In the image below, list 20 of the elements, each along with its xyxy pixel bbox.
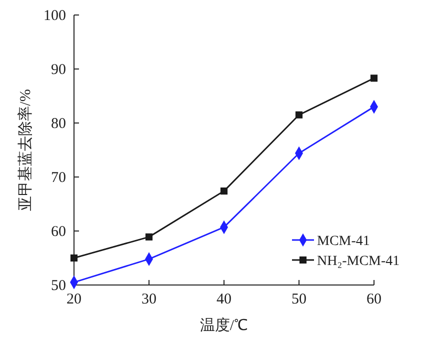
point <box>370 74 378 82</box>
x-tick-label: 30 <box>142 292 156 308</box>
point <box>220 188 228 195</box>
y-tick-label: 50 <box>51 278 66 294</box>
legend-label: MCM-41 <box>317 234 370 249</box>
point <box>70 254 78 262</box>
y-tick-label: 80 <box>51 116 66 132</box>
y-tick-label: 100 <box>44 8 66 24</box>
y-axis-title: 亚甲基蓝去除率/% <box>17 89 34 211</box>
legend-label: NH₂-MCM-41 <box>317 254 400 269</box>
y-tick-label: 70 <box>51 170 66 186</box>
point <box>145 233 153 240</box>
x-tick-label: 20 <box>66 292 82 308</box>
y-tick-label: 90 <box>51 62 66 78</box>
x-axis-title: 温度/℃ <box>200 317 248 334</box>
x-tick-label: 40 <box>216 292 232 308</box>
point <box>295 111 303 118</box>
x-tick-label: 60 <box>366 292 382 308</box>
y-tick-label: 60 <box>51 224 66 240</box>
x-tick-label: 50 <box>292 292 306 308</box>
